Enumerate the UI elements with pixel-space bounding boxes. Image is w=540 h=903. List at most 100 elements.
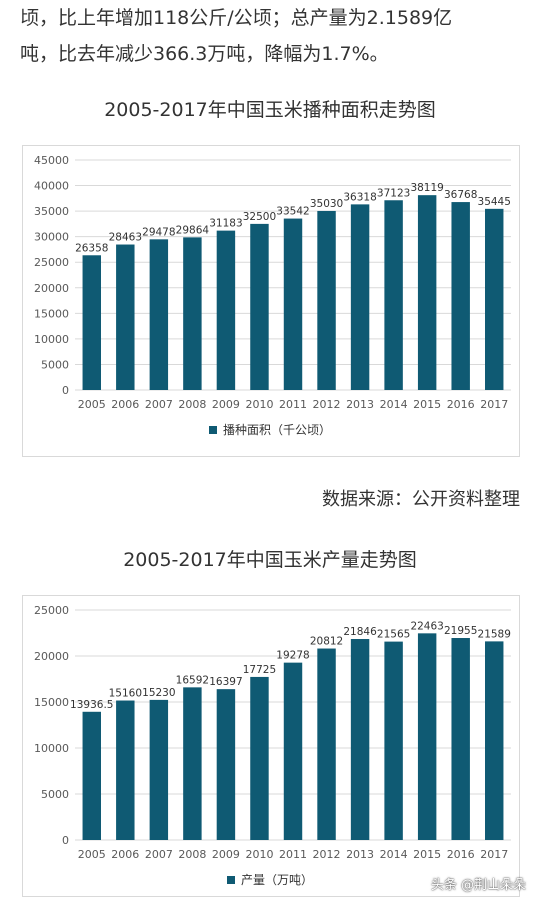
production-x-tick-label: 2016 [447, 848, 475, 861]
area-y-tick-label: 45000 [34, 154, 69, 167]
area-x-tick-label: 2005 [78, 398, 106, 411]
area-bar-2015 [417, 195, 437, 390]
area-legend-label: 播种面积（千公顷） [223, 423, 331, 437]
production-value-label: 21589 [478, 628, 511, 640]
production-x-tick-label: 2009 [212, 848, 240, 861]
production-y-tick-label: 5000 [41, 788, 69, 801]
area-x-tick-label: 2008 [178, 398, 206, 411]
production-x-tick-label: 2015 [413, 848, 441, 861]
production-value-label: 16397 [209, 676, 242, 688]
production-value-label: 21846 [343, 626, 377, 638]
intro-line-2: 吨，比去年减少366.3万吨，降幅为1.7%。 [20, 43, 389, 65]
production-bar-2008 [183, 687, 202, 840]
production-chart-title: 2005-2017年中国玉米产量走势图 [123, 549, 417, 571]
area-value-label: 35030 [310, 198, 343, 210]
production-bar-2013 [350, 639, 370, 840]
area-value-label: 35445 [478, 196, 511, 208]
area-x-tick-label: 2010 [245, 398, 273, 411]
production-bar-2006 [116, 700, 135, 840]
production-bar-2017 [485, 641, 504, 840]
production-x-tick-label: 2011 [279, 848, 307, 861]
area-bar-2008 [183, 237, 202, 390]
area-bar-2006 [116, 244, 135, 390]
area-x-tick-label: 2015 [413, 398, 441, 411]
area-value-label: 29478 [142, 226, 175, 238]
production-legend-label: 产量（万吨） [241, 873, 313, 887]
area-value-label: 31183 [209, 218, 242, 230]
production-y-tick-label: 0 [62, 834, 69, 847]
area-value-label: 37123 [377, 187, 410, 199]
area-chart-title: 2005-2017年中国玉米播种面积走势图 [104, 99, 436, 121]
area-y-tick-label: 10000 [34, 333, 69, 346]
area-x-tick-label: 2011 [279, 398, 307, 411]
production-value-label: 20812 [310, 636, 343, 648]
production-value-label: 16592 [176, 674, 209, 686]
intro-line-1: 顷，比上年增加118公斤/公顷；总产量为2.1589亿 [20, 7, 453, 29]
area-x-tick-label: 2012 [313, 398, 341, 411]
production-x-tick-label: 2006 [111, 848, 139, 861]
production-value-label: 17725 [243, 664, 276, 676]
production-x-tick-label: 2012 [313, 848, 341, 861]
production-value-label: 19278 [276, 650, 309, 662]
area-y-tick-label: 15000 [34, 307, 69, 320]
production-y-tick-label: 25000 [34, 604, 69, 617]
area-y-tick-label: 30000 [34, 231, 69, 244]
production-value-label: 13936.5 [70, 699, 113, 711]
area-value-label: 36768 [444, 189, 477, 201]
area-bar-2005 [82, 255, 101, 390]
area-y-tick-label: 20000 [34, 282, 69, 295]
area-y-tick-label: 40000 [34, 180, 69, 193]
production-bar-chart: 0 5000 10000 15000 20000 25000 13936.5 2005 1516… [34, 604, 511, 887]
area-x-tick-label: 2006 [111, 398, 139, 411]
production-bar-2007 [149, 699, 169, 840]
production-y-tick-label: 10000 [34, 742, 69, 755]
area-x-tick-label: 2017 [480, 398, 508, 411]
area-bar-2014 [384, 200, 403, 390]
area-bar-chart: 0 5000 10000 15000 20000 25000 30000 35000 40000… [34, 154, 511, 437]
area-y-tick-label: 5000 [41, 358, 69, 371]
area-bar-2017 [485, 208, 504, 390]
production-x-tick-label: 2014 [380, 848, 408, 861]
production-value-label: 15160 [109, 688, 142, 700]
watermark: 头条 @荆山朵朵 [430, 878, 526, 893]
area-y-tick-label: 35000 [34, 205, 69, 218]
area-value-label: 29864 [176, 224, 210, 236]
production-value-label: 15230 [142, 687, 175, 699]
area-bar-2012 [317, 210, 336, 390]
production-bar-2015 [417, 633, 437, 840]
production-x-tick-label: 2013 [346, 848, 374, 861]
area-bar-2009 [216, 230, 236, 390]
production-bar-2010 [250, 676, 269, 840]
production-x-tick-label: 2007 [145, 848, 173, 861]
production-bar-2016 [451, 638, 470, 840]
area-x-tick-label: 2014 [380, 398, 408, 411]
production-bar-2005 [82, 711, 101, 840]
data-source: 数据来源：公开资料整理 [322, 489, 520, 510]
area-value-label: 26358 [75, 242, 108, 254]
production-x-tick-label: 2017 [480, 848, 508, 861]
area-y-tick-label: 25000 [34, 256, 69, 269]
area-value-label: 36318 [343, 191, 376, 203]
area-value-label: 38119 [410, 182, 443, 194]
area-chart-frame: 0 5000 10000 15000 20000 25000 30000 35000 40000… [22, 145, 520, 457]
production-y-tick-label: 20000 [34, 650, 69, 663]
area-value-label: 33542 [276, 206, 309, 218]
production-value-label: 22463 [410, 620, 443, 632]
production-x-tick-label: 2005 [78, 848, 106, 861]
area-bar-2007 [149, 239, 169, 390]
production-x-tick-label: 2010 [245, 848, 273, 861]
area-y-tick-label: 0 [62, 384, 69, 397]
area-value-label: 32500 [243, 211, 276, 223]
intro-text: 顷，比上年增加118公斤/公顷；总产量为2.1589亿 吨，比去年减少366.3… [20, 0, 525, 72]
production-chart-frame: 0 5000 10000 15000 20000 25000 13936.5 2005 1516… [22, 595, 520, 897]
production-bar-2011 [283, 662, 303, 840]
area-value-label: 28463 [109, 232, 142, 244]
production-x-tick-label: 2008 [178, 848, 206, 861]
area-bar-2016 [451, 202, 470, 390]
production-y-tick-label: 15000 [34, 696, 69, 709]
production-value-label: 21955 [444, 625, 477, 637]
production-bar-2012 [317, 648, 336, 840]
area-x-tick-label: 2007 [145, 398, 173, 411]
area-x-tick-label: 2016 [447, 398, 475, 411]
production-bar-2009 [216, 689, 236, 840]
